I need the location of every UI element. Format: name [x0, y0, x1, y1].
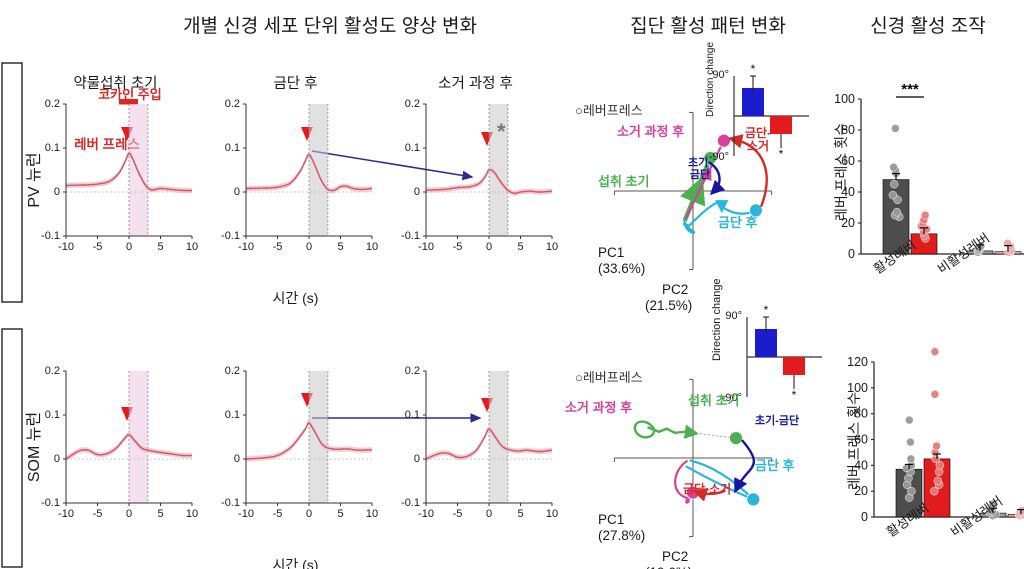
svg-text:0: 0	[54, 453, 60, 465]
svg-text:0: 0	[306, 241, 312, 253]
svg-text:-5: -5	[93, 508, 103, 520]
svg-text:0: 0	[234, 453, 240, 465]
svg-text:0.2: 0.2	[225, 365, 240, 377]
svg-text:0.2: 0.2	[405, 98, 420, 110]
svg-text:0: 0	[414, 186, 420, 198]
svg-text:-10: -10	[418, 241, 434, 253]
svg-text:0: 0	[306, 508, 312, 520]
svg-text:0: 0	[54, 186, 60, 198]
svg-text:0: 0	[861, 510, 868, 524]
svg-text:5: 5	[157, 508, 163, 520]
svg-text:10: 10	[186, 508, 198, 520]
svg-text:0.2: 0.2	[405, 365, 420, 377]
svg-text:-10: -10	[418, 508, 434, 520]
svg-text:0.1: 0.1	[45, 142, 60, 154]
svg-text:0: 0	[486, 241, 492, 253]
svg-text:0.2: 0.2	[45, 365, 60, 377]
svg-text:0: 0	[126, 508, 132, 520]
svg-text:*: *	[792, 388, 797, 402]
svg-text:10: 10	[366, 508, 378, 520]
svg-text:-10: -10	[58, 241, 74, 253]
svg-text:-5: -5	[453, 241, 463, 253]
svg-text:10: 10	[366, 241, 378, 253]
svg-text:0.2: 0.2	[45, 98, 60, 110]
svg-text:10: 10	[546, 508, 558, 520]
svg-text:0: 0	[486, 508, 492, 520]
svg-text:0.1: 0.1	[225, 409, 240, 421]
svg-text:-5: -5	[273, 241, 283, 253]
svg-text:0.1: 0.1	[45, 409, 60, 421]
svg-text:***: ***	[901, 81, 919, 98]
svg-text:5: 5	[517, 241, 523, 253]
svg-text:5: 5	[157, 241, 163, 253]
svg-text:-5: -5	[93, 241, 103, 253]
svg-text:0.1: 0.1	[225, 142, 240, 154]
svg-text:10: 10	[546, 241, 558, 253]
svg-text:*: *	[751, 62, 756, 76]
svg-text:5: 5	[517, 508, 523, 520]
svg-text:0: 0	[848, 247, 855, 261]
svg-text:-10: -10	[238, 508, 254, 520]
svg-text:10: 10	[186, 241, 198, 253]
svg-text:*: *	[779, 147, 784, 161]
svg-text:0.1: 0.1	[405, 409, 420, 421]
svg-text:-5: -5	[273, 508, 283, 520]
svg-text:0.2: 0.2	[225, 98, 240, 110]
svg-text:0.1: 0.1	[405, 142, 420, 154]
svg-text:0: 0	[234, 186, 240, 198]
svg-text:-10: -10	[238, 241, 254, 253]
svg-text:-5: -5	[453, 508, 463, 520]
svg-text:0: 0	[414, 453, 420, 465]
svg-text:5: 5	[337, 508, 343, 520]
svg-text:-10: -10	[58, 508, 74, 520]
svg-text:5: 5	[337, 241, 343, 253]
svg-text:0: 0	[126, 241, 132, 253]
